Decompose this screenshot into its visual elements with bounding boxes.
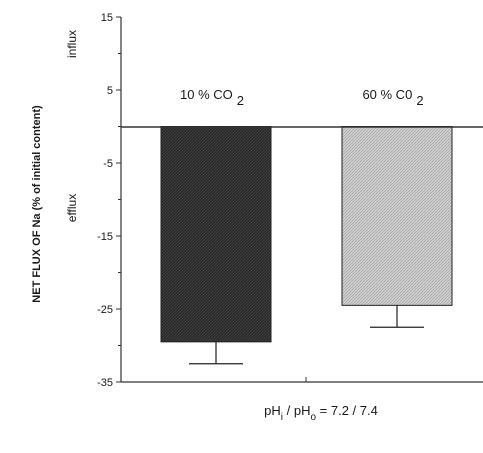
y-ticks: 15 5 -5 -15 -25 -35: [97, 12, 121, 389]
y-tick-label: -35: [97, 377, 113, 389]
bar: [160, 126, 272, 343]
axes: 15 5 -5 -15 -25 -35: [97, 12, 483, 389]
category-label: 10 % CO 2: [180, 87, 244, 108]
category-label-sub: 2: [237, 93, 244, 108]
efflux-annotation: efflux: [65, 194, 79, 222]
x-label-ph-o: / pH: [283, 403, 310, 418]
x-axis-label: pHi / pHo = 7.2 / 7.4: [264, 403, 378, 423]
category-label-main: 10 % CO: [180, 87, 233, 102]
category-labels: 10 % CO 2 60 % C0 2: [180, 87, 424, 108]
category-label-main: 60 % C0: [362, 87, 412, 102]
y-axis-label: NET FLUX OF Na (% of initial content): [31, 105, 43, 303]
influx-annotation: influx: [65, 30, 79, 58]
y-tick-label: 15: [101, 12, 113, 24]
category-label-sub: 2: [416, 93, 423, 108]
bar: [341, 126, 453, 306]
bars-layer: [160, 126, 453, 365]
y-tick-label: -15: [97, 231, 113, 243]
x-label-sub-i: i: [281, 412, 283, 423]
y-tick-label: 5: [107, 85, 113, 97]
x-label-values: = 7.2 / 7.4: [316, 403, 378, 418]
category-label: 60 % C0 2: [362, 87, 423, 108]
x-label-ph-i: pH: [264, 403, 281, 418]
x-label-sub-o: o: [310, 412, 316, 423]
y-tick-label: -5: [103, 158, 113, 170]
y-tick-label: -25: [97, 304, 113, 316]
